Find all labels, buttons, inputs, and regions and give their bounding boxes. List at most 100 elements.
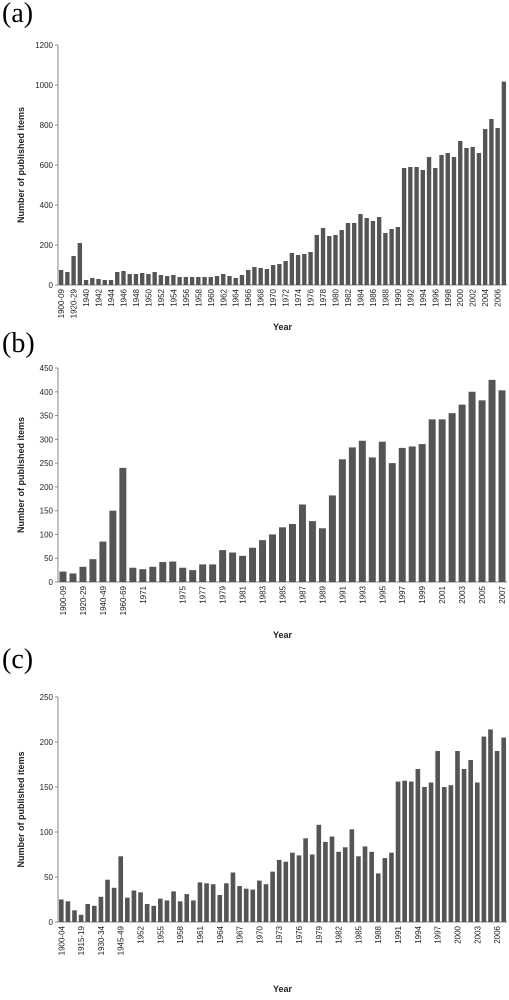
x-tick-label: 1961 xyxy=(196,925,205,943)
bar xyxy=(414,167,419,285)
bar xyxy=(219,550,227,582)
x-tick-label: 1993 xyxy=(358,585,367,603)
x-tick-label: 1997 xyxy=(398,585,407,603)
bar xyxy=(230,872,236,922)
bar xyxy=(259,540,267,582)
bar xyxy=(458,141,463,285)
bar xyxy=(169,561,177,582)
bar xyxy=(314,235,319,285)
y-tick-label: 350 xyxy=(40,412,54,421)
bar xyxy=(270,265,276,285)
bar xyxy=(336,851,341,922)
bar xyxy=(448,413,456,582)
x-tick-label: 2000 xyxy=(453,925,462,943)
bar xyxy=(362,846,368,922)
bar xyxy=(224,883,229,922)
bar xyxy=(455,751,460,922)
x-tick-label: 1984 xyxy=(356,288,365,306)
bar xyxy=(345,223,351,285)
bar xyxy=(298,504,306,582)
bar xyxy=(283,261,288,285)
bar xyxy=(191,900,196,922)
bar xyxy=(389,852,394,922)
bar xyxy=(217,895,223,922)
bar xyxy=(177,901,183,922)
x-tick-label: 1900-04 xyxy=(57,925,66,955)
y-tick-label: 50 xyxy=(44,873,53,882)
x-tick-label: 1986 xyxy=(369,288,378,306)
x-tick-label: 1980 xyxy=(332,288,341,306)
bar xyxy=(164,276,170,285)
bar xyxy=(65,901,71,922)
bar xyxy=(139,569,147,582)
x-tick-label: 1968 xyxy=(257,288,266,306)
bar xyxy=(146,274,151,285)
x-tick-label: 1994 xyxy=(419,288,428,306)
bar xyxy=(349,829,355,922)
bar xyxy=(501,737,507,922)
bar xyxy=(105,879,110,922)
x-tick-label: 1972 xyxy=(282,288,291,306)
bar xyxy=(498,390,506,582)
bar xyxy=(78,914,84,922)
bar xyxy=(501,81,507,285)
bar xyxy=(189,277,195,285)
bar xyxy=(468,760,473,922)
bar xyxy=(171,891,176,922)
bar xyxy=(488,729,493,922)
bar xyxy=(426,157,432,285)
bar xyxy=(451,157,457,285)
panel-label: (c) xyxy=(2,644,33,675)
bar xyxy=(99,541,107,582)
x-tick-label: 1950 xyxy=(144,288,153,306)
bar xyxy=(441,787,447,922)
bar xyxy=(90,278,95,285)
x-tick-label: 1973 xyxy=(275,925,284,943)
bar xyxy=(96,279,101,285)
bar xyxy=(488,379,496,582)
x-tick-label: 1930-34 xyxy=(97,925,106,955)
bar xyxy=(435,751,440,922)
x-tick-label: 1991 xyxy=(394,925,403,943)
y-tick-label: 150 xyxy=(40,783,54,792)
bar xyxy=(183,277,189,285)
bar xyxy=(308,521,316,582)
bar xyxy=(339,230,344,285)
bar xyxy=(328,495,336,582)
bar xyxy=(158,275,164,285)
x-tick-label: 1967 xyxy=(236,925,245,943)
bar xyxy=(494,751,500,922)
bar xyxy=(133,274,139,285)
x-tick-label: 1976 xyxy=(307,288,316,306)
bar xyxy=(408,167,413,285)
x-tick-label: 1952 xyxy=(137,925,146,943)
bar xyxy=(464,148,469,285)
bar xyxy=(348,447,356,582)
bar xyxy=(495,128,500,285)
bar xyxy=(461,769,467,922)
x-tick-label: 1954 xyxy=(169,288,178,306)
bar xyxy=(258,268,263,285)
bar xyxy=(428,419,436,582)
bar xyxy=(233,278,238,285)
bar xyxy=(288,523,296,582)
bar xyxy=(375,873,381,922)
bar xyxy=(383,233,388,285)
bar xyxy=(308,252,313,285)
bar xyxy=(246,270,251,285)
bar xyxy=(489,119,494,285)
bar xyxy=(333,235,338,285)
x-tick-label: 1960-69 xyxy=(119,585,128,615)
x-tick-label: 1979 xyxy=(219,585,228,603)
bar xyxy=(263,884,269,922)
x-tick-label: 1991 xyxy=(338,585,347,603)
x-tick-label: 2003 xyxy=(458,585,467,603)
y-tick-label: 400 xyxy=(40,388,54,397)
bar xyxy=(158,898,163,922)
x-tick-label: 1970 xyxy=(255,925,264,943)
bar xyxy=(445,153,450,285)
x-tick-label: 1964 xyxy=(216,925,225,943)
x-tick-label: 1977 xyxy=(199,585,208,603)
y-tick-label: 250 xyxy=(40,459,54,468)
